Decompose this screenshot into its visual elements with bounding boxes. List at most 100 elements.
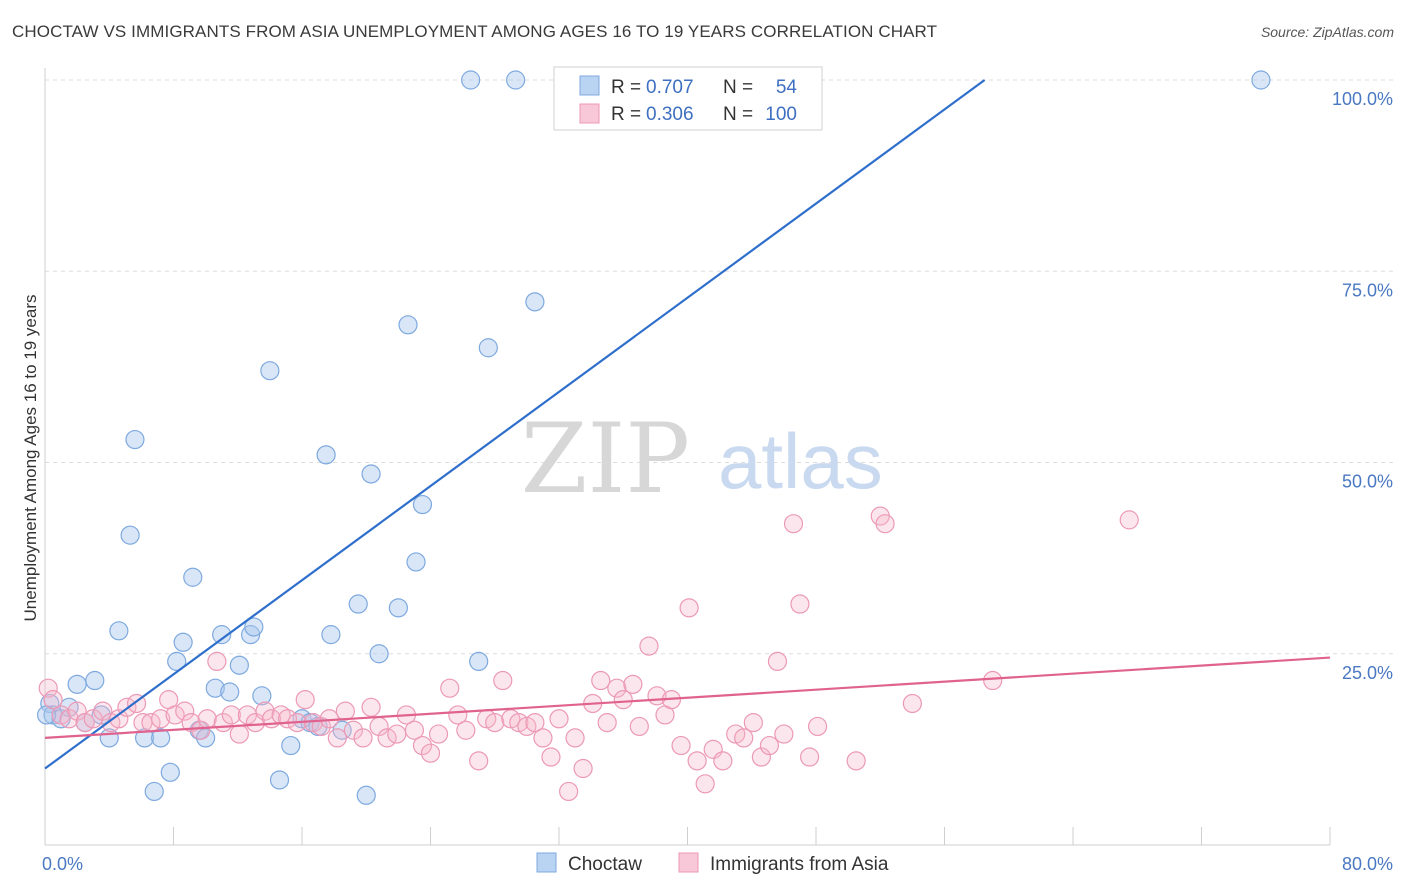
choctaw-point [244,617,264,637]
y-axis-label: Unemployment Among Ages 16 to 19 years [21,295,40,622]
immigrants-point [713,751,733,771]
immigrants-point [151,709,171,729]
immigrants-point [327,728,347,748]
choctaw-point [167,651,187,672]
immigrants-point [165,705,185,725]
immigrants-point [440,678,460,698]
choctaw-point [173,632,193,652]
immigrants-point [679,598,699,618]
immigrants-point [559,781,579,802]
x-tick-max: 80.0% [1342,854,1393,874]
choctaw-point [151,728,171,748]
choctaw-point [1251,70,1271,90]
immigrants-point [687,751,707,771]
immigrants-point [335,701,355,721]
immigrants-point [629,716,649,737]
immigrants-point [533,728,553,748]
immigrants-trend-line [44,656,1331,739]
legend-n-label-2: N = [723,104,753,125]
immigrants-point [846,751,866,771]
choctaw-point [469,651,489,672]
immigrants-point [93,701,113,721]
immigrants-point [448,705,468,725]
immigrants-point [783,514,804,534]
gridlines [45,79,1393,655]
immigrants-point [207,651,227,672]
immigrants-point [485,712,505,733]
immigrants-point [221,705,241,725]
immigrants-point [377,728,397,748]
immigrants-point [109,709,129,729]
immigrants-point [623,674,643,694]
immigrants-point [59,709,79,729]
legend-r-label-2: R = [611,104,641,125]
immigrants-point [181,712,201,733]
immigrants-point [790,594,810,614]
choctaw-point [321,625,341,645]
immigrants-point [565,728,585,748]
source-credit: Source: ZipAtlas.com [1260,24,1394,40]
immigrants-point [808,716,828,737]
legend-n-label-1: N = [723,77,753,98]
x-tick-min: 0.0% [42,854,83,874]
immigrants-point [983,670,1003,691]
legend-swatch-immigrants [579,103,600,124]
choctaw-point [160,762,180,782]
immigrants-point [420,743,441,763]
immigrants-point [1119,510,1139,530]
immigrants-point [361,697,381,717]
immigrants-point [412,735,433,756]
choctaw-point [361,464,381,484]
immigrants-point [469,751,489,771]
immigrants-point [671,735,691,756]
choctaw-point [478,338,498,358]
choctaw-point [109,621,129,641]
y-tick-label-1: 75.0% [1342,280,1393,300]
immigrants-point [767,651,788,672]
immigrants-point [428,724,449,744]
immigrants-point [902,693,922,714]
immigrants-point [353,728,373,748]
choctaw-point [388,598,408,618]
immigrants-point [573,758,593,779]
immigrants-point [591,670,611,691]
immigrants-point [67,701,87,721]
legend-r-label-1: R = [611,77,641,98]
choctaw-point [525,292,545,312]
bottom-legend-swatch-choctaw [536,852,557,873]
immigrants-point [875,514,895,534]
choctaw-point [120,525,140,545]
immigrants-point [229,724,249,744]
choctaw-point [85,670,105,691]
immigrants-point [404,720,425,740]
choctaw-point [398,315,418,335]
legend-r-value-1: 0.707 [646,77,694,98]
choctaw-point [461,70,481,90]
immigrants-point [197,709,217,729]
y-tick-labels: 100.0% 75.0% 50.0% 25.0% [1332,89,1393,683]
immigrants-point [295,690,315,710]
immigrants-point [38,678,58,698]
watermark-zip: ZIP [521,403,690,515]
bottom-legend-label-choctaw: Choctaw [568,854,642,875]
immigrants-point [541,747,561,767]
choctaw-point [506,70,526,90]
series-legend: Choctaw Immigrants from Asia [536,852,889,875]
axes [44,68,1331,846]
bottom-legend-swatch-immigrants [678,852,699,873]
y-tick-label-3: 25.0% [1342,663,1393,683]
y-tick-label-2: 50.0% [1342,472,1393,492]
immigrants-point [175,701,195,721]
immigrants-point [387,724,407,744]
watermark-atlas: atlas [718,417,883,505]
choctaw-point [67,674,87,694]
choctaw-point [229,655,249,675]
choctaw-points [37,70,1271,805]
choctaw-point [252,686,272,706]
chart-title: CHOCTAW VS IMMIGRANTS FROM ASIA UNEMPLOY… [12,22,938,41]
legend-swatch-choctaw [579,75,600,96]
bottom-legend-label-immigrants: Immigrants from Asia [710,854,889,875]
choctaw-trend-line [44,79,986,770]
legend-r-value-2: 0.306 [646,104,694,125]
